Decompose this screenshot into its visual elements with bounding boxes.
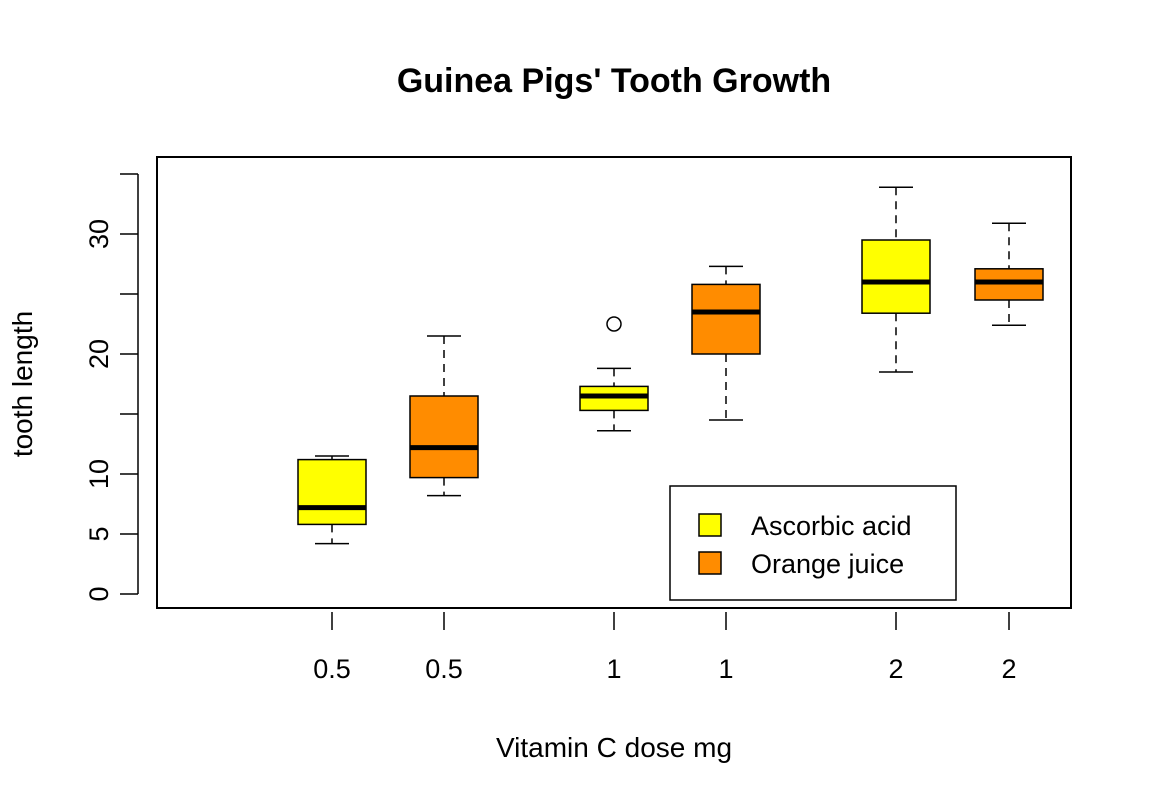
y-axis-label: tooth length xyxy=(7,311,38,457)
box-5 xyxy=(974,222,1044,326)
box-body xyxy=(409,395,479,479)
plot-frame xyxy=(156,156,1072,609)
y-tick-label: 5 xyxy=(84,526,114,541)
x-tick-label: 0.5 xyxy=(425,654,463,684)
box-4 xyxy=(861,186,931,373)
legend-label-ascorbic-acid: Ascorbic acid xyxy=(751,511,912,541)
box-body xyxy=(297,458,367,526)
x-tick-label: 2 xyxy=(888,654,903,684)
legend: Ascorbic acid Orange juice xyxy=(669,485,957,601)
legend-frame xyxy=(669,485,957,601)
boxes xyxy=(297,186,1044,545)
y-tick-label: 10 xyxy=(84,459,114,489)
legend-label-orange-juice: Orange juice xyxy=(751,549,904,579)
y-axis: 0 5 10 20 30 xyxy=(84,173,139,602)
y-tick-label: 30 xyxy=(84,219,114,249)
chart-title: Guinea Pigs' Tooth Growth xyxy=(397,62,831,100)
y-tick-label: 20 xyxy=(84,339,114,369)
x-tick-label: 2 xyxy=(1001,654,1016,684)
box-3 xyxy=(691,265,761,421)
box-1 xyxy=(409,335,479,497)
x-tick-label: 1 xyxy=(606,654,621,684)
outlier-point xyxy=(606,316,622,332)
x-axis-label: Vitamin C dose mg xyxy=(496,732,732,763)
x-tick-label: 0.5 xyxy=(313,654,351,684)
x-tick-label: 1 xyxy=(718,654,733,684)
box-body xyxy=(691,283,761,355)
x-axis: 0.5 0.5 1 1 2 2 xyxy=(313,612,1017,684)
y-tick-label: 0 xyxy=(84,586,114,601)
box-2 xyxy=(579,316,649,432)
box-body xyxy=(861,239,931,314)
legend-swatch-ascorbic-acid xyxy=(698,513,722,537)
box-0 xyxy=(297,455,367,545)
legend-swatch-orange-juice xyxy=(698,551,722,575)
